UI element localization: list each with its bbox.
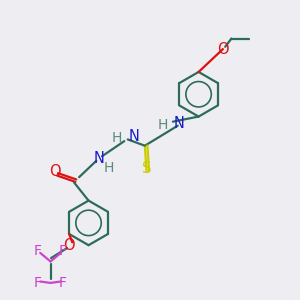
Text: F: F	[59, 244, 67, 259]
Text: O: O	[49, 164, 61, 179]
Text: F: F	[34, 276, 42, 290]
Text: O: O	[217, 42, 229, 57]
Text: S: S	[142, 160, 151, 175]
Text: N: N	[128, 129, 139, 144]
Text: H: H	[112, 131, 122, 145]
Text: F: F	[59, 276, 67, 290]
Text: N: N	[174, 116, 185, 131]
Text: F: F	[34, 244, 42, 259]
Text: O: O	[64, 238, 75, 253]
Text: H: H	[157, 118, 168, 132]
Text: H: H	[103, 161, 114, 175]
Text: N: N	[94, 151, 105, 166]
